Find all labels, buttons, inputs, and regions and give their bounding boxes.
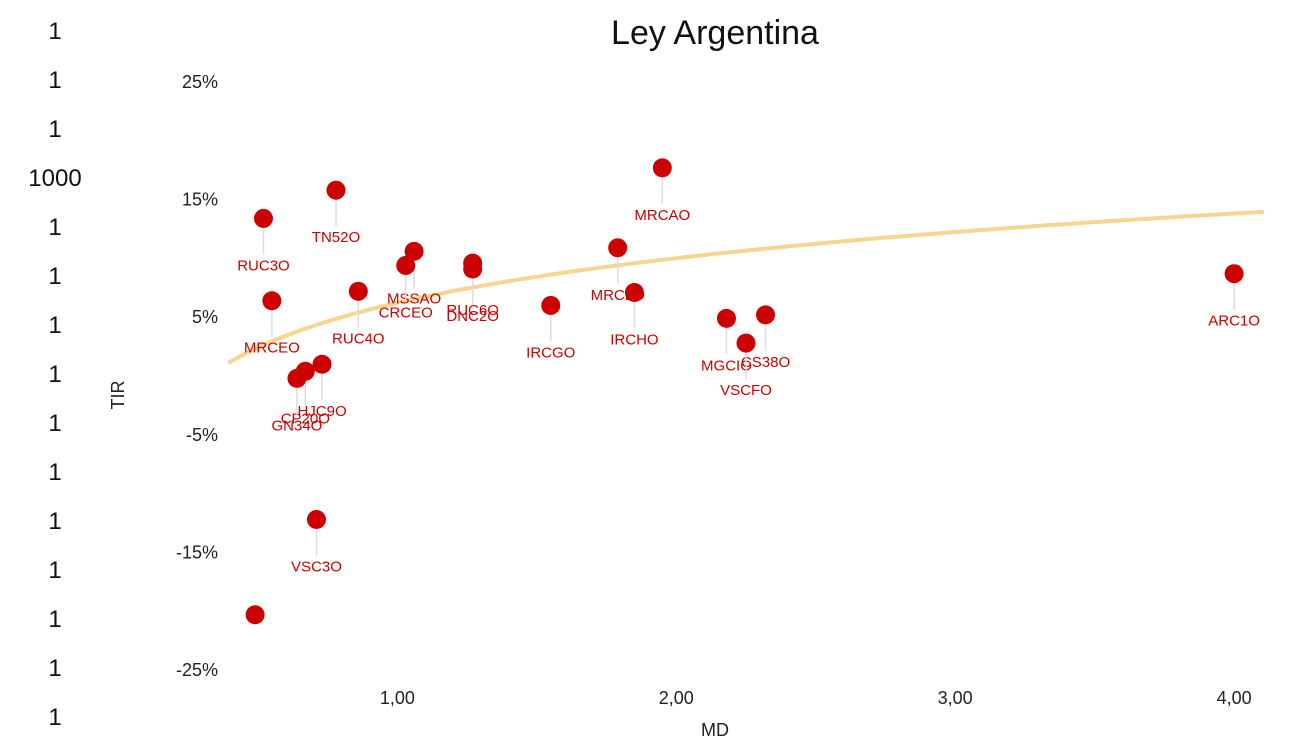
data-point: ARC1O — [1208, 264, 1260, 330]
left-number: 1 — [48, 361, 62, 388]
y-axis-label: TIR — [108, 381, 128, 410]
point-marker — [608, 238, 628, 258]
point-label: CP20O — [281, 410, 330, 427]
y-axis-ticks: 25% 15% 5% -5% -15% -25% — [176, 72, 218, 680]
data-point — [245, 605, 265, 625]
left-number: 1 — [48, 312, 62, 339]
point-label: MGCIO — [701, 357, 752, 374]
point-marker — [396, 255, 416, 275]
point-marker — [262, 291, 282, 311]
data-point: RUC3O — [237, 208, 290, 274]
left-number: 1 — [48, 606, 62, 633]
point-label: VSC3O — [291, 558, 342, 575]
data-point: MRCAO — [634, 158, 690, 224]
left-number: 1 — [48, 263, 62, 290]
point-label: MRCAO — [634, 207, 690, 224]
left-number: 1 — [48, 214, 62, 241]
y-tick-label: -15% — [176, 542, 218, 562]
point-marker — [541, 295, 561, 315]
data-point: CRCEO — [379, 255, 433, 321]
point-marker — [253, 208, 273, 228]
x-tick-label: 2,00 — [659, 688, 694, 708]
data-point: VSC3O — [291, 509, 342, 575]
x-axis-ticks: 1,00 2,00 3,00 4,00 — [380, 688, 1252, 708]
data-point: DNC2O — [446, 259, 499, 325]
point-marker — [348, 281, 368, 301]
point-marker — [404, 241, 424, 261]
point-marker — [716, 308, 736, 328]
point-label: MSSAO — [387, 290, 441, 307]
point-label: IRCGO — [526, 344, 575, 361]
data-point: TN52O — [312, 180, 360, 246]
x-tick-label: 1,00 — [380, 688, 415, 708]
point-label: ARC1O — [1208, 313, 1260, 330]
point-label: RUC3O — [237, 257, 290, 274]
left-number: 1 — [48, 18, 62, 45]
point-marker — [463, 259, 483, 279]
data-point: CS38O — [741, 305, 790, 371]
left-number-column: 1 1 1 1000 1 1 1 1 1 1 1 1 1 1 1 — [0, 0, 110, 741]
point-marker — [624, 283, 644, 303]
y-tick-label: 25% — [182, 72, 218, 92]
point-marker — [312, 354, 332, 374]
y-tick-label: 15% — [182, 190, 218, 210]
data-point: HJC9O — [297, 354, 347, 420]
point-marker — [756, 305, 776, 325]
left-number: 1 — [48, 655, 62, 682]
x-axis-label: MD — [701, 720, 729, 740]
point-label: RUC6O — [446, 302, 499, 319]
point-marker — [245, 605, 265, 625]
chart-title: Ley Argentina — [611, 14, 819, 52]
point-marker — [652, 158, 672, 178]
x-tick-label: 3,00 — [938, 688, 973, 708]
left-number: 1 — [48, 116, 62, 143]
point-marker — [1224, 264, 1244, 284]
left-number: 1 — [48, 557, 62, 584]
data-point: VSCFO — [720, 333, 772, 399]
point-label: DNC2O — [446, 308, 499, 325]
y-tick-label: 5% — [192, 307, 218, 327]
data-point: MGCIO — [701, 308, 752, 374]
trend-line — [228, 209, 1264, 364]
left-number: 1 — [48, 459, 62, 486]
point-marker — [736, 333, 756, 353]
data-point: MRCEO — [244, 291, 300, 357]
point-label: GN34O — [272, 417, 323, 434]
x-tick-label: 4,00 — [1217, 688, 1252, 708]
left-number: 1 — [48, 704, 62, 731]
data-point: MSSAO — [387, 241, 441, 307]
point-label: CRCEO — [379, 304, 433, 321]
point-label: MRCEO — [244, 340, 300, 357]
point-marker — [326, 180, 346, 200]
left-number: 1000 — [28, 165, 82, 192]
left-number: 1 — [48, 410, 62, 437]
data-point: IRCHO — [610, 283, 659, 349]
y-tick-label: -5% — [186, 425, 218, 445]
point-marker — [287, 368, 307, 388]
data-point: IRCGO — [526, 295, 575, 361]
point-marker — [306, 509, 326, 529]
point-label: IRCHO — [610, 332, 658, 349]
point-label: HJC9O — [297, 403, 346, 420]
data-point: RUC4O — [332, 281, 385, 347]
data-point: GN34O — [272, 368, 323, 434]
point-label: TN52O — [312, 229, 360, 246]
y-tick-label: -25% — [176, 660, 218, 680]
left-number: 1 — [48, 508, 62, 535]
point-label: CS38O — [741, 354, 790, 371]
point-label: RUC4O — [332, 330, 385, 347]
point-label: VSCFO — [720, 382, 772, 399]
left-number: 1 — [48, 67, 62, 94]
